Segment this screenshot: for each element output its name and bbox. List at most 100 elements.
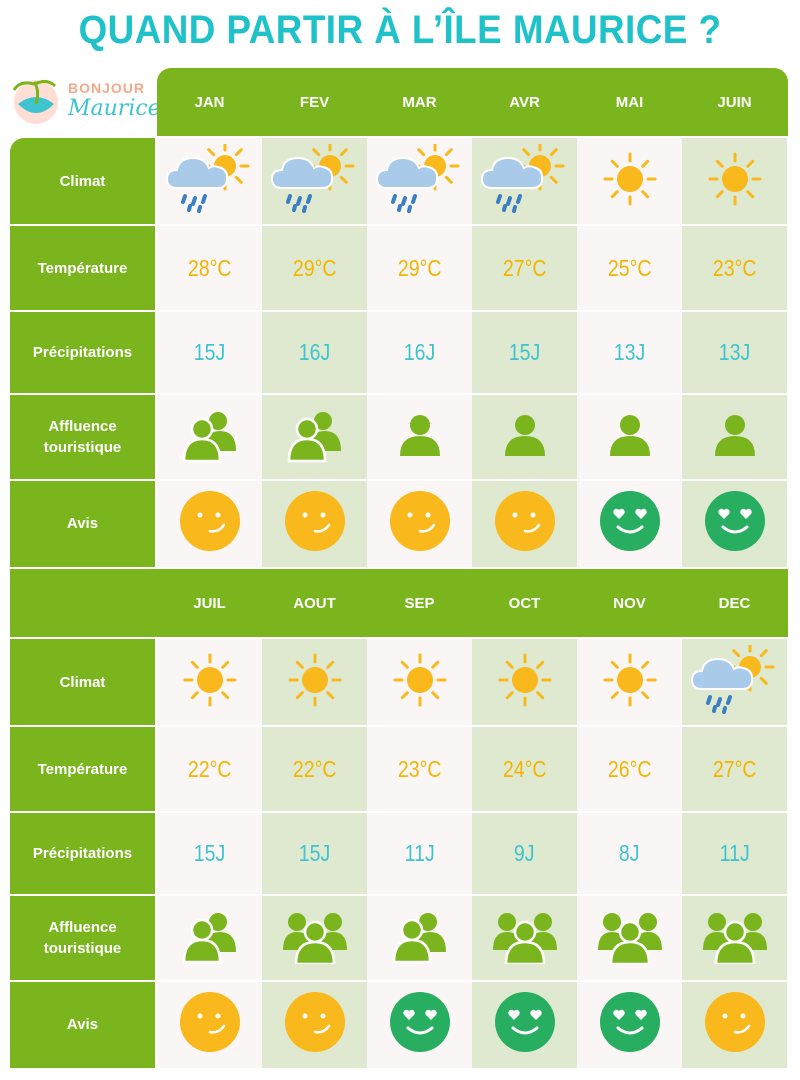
one-person-icon: [710, 410, 760, 465]
cell-avis: [577, 981, 682, 1067]
cell-precipitations: 15J: [157, 812, 262, 895]
row-label-text: Climat: [59, 173, 106, 190]
two-people-icon: [287, 407, 343, 468]
row-label-avis: Avis: [10, 981, 155, 1067]
sun-icon: [595, 645, 665, 720]
month-header-juil: JUIL: [193, 595, 226, 612]
sun-icon: [595, 144, 665, 219]
cell-avis: [472, 480, 577, 566]
month-header-juin: JUIN: [717, 94, 752, 111]
row-divider: [10, 479, 155, 481]
cell-climat: [472, 639, 577, 726]
precipitation-days: 15J: [298, 840, 331, 866]
cell-precipitations: 11J: [682, 812, 787, 895]
cell-temperature: 28°C: [157, 225, 262, 311]
temperature-value: 22°C: [187, 755, 232, 782]
one-person-icon: [605, 410, 655, 465]
month-header-sep: SEP: [404, 595, 435, 612]
row-label-wrap: Affluence touristique: [44, 917, 122, 959]
row-divider: [10, 980, 155, 982]
sun-cloud-rain-icon: [690, 642, 780, 720]
row-label-climat: Climat: [10, 639, 155, 726]
row-label-affluence: Affluence touristique: [10, 895, 155, 981]
row-divider: [157, 479, 788, 481]
sun-cloud-rain-icon: [480, 141, 570, 219]
sun-cloud-rain-icon: [165, 141, 255, 219]
cell-temperature: 24°C: [472, 726, 577, 812]
row-label-text: Température: [37, 259, 128, 277]
sun-icon: [175, 645, 245, 720]
two-people-icon: [182, 908, 238, 969]
row-label-climat: Climat: [10, 138, 155, 225]
sun-icon: [385, 645, 455, 720]
row-divider: [157, 894, 788, 896]
month-header-fev: FEV: [299, 94, 330, 111]
month-header-avr: AVR: [509, 94, 540, 111]
cell-temperature: 27°C: [682, 726, 787, 812]
precipitation-days: 15J: [193, 840, 226, 866]
temperature-value: 27°C: [502, 254, 547, 281]
row-label-avis: Avis: [10, 480, 155, 566]
row-label-affluence: Affluence touristique: [10, 394, 155, 480]
crowd-icon: [702, 908, 767, 969]
precipitation-days: 11J: [404, 840, 435, 866]
row-label-text: Précipitations: [32, 344, 133, 361]
cell-climat: [577, 639, 682, 726]
cell-climat: [367, 138, 472, 225]
smiley-icon: [283, 489, 347, 558]
cell-affluence: [157, 895, 262, 981]
row-label-column: [10, 138, 155, 567]
cell-affluence: [682, 394, 787, 480]
precipitation-days: 13J: [613, 339, 646, 365]
one-person-icon: [500, 410, 550, 465]
cell-avis: [472, 981, 577, 1067]
temperature-value: 23°C: [712, 254, 757, 281]
temperature-value: 27°C: [712, 755, 757, 782]
cell-affluence: [682, 895, 787, 981]
row-label-temperature: Température: [10, 726, 155, 812]
precipitation-days: 15J: [508, 339, 541, 365]
one-person-icon: [395, 410, 445, 465]
cell-affluence: [367, 394, 472, 480]
temperature-value: 28°C: [187, 254, 232, 281]
temperature-value: 29°C: [292, 254, 337, 281]
cell-avis: [682, 981, 787, 1067]
row-divider: [157, 980, 788, 982]
logo-text-maurice: Maurice: [68, 96, 161, 121]
row-divider: [157, 310, 788, 312]
temperature-value: 29°C: [397, 254, 442, 281]
cell-avis: [367, 981, 472, 1067]
cell-climat: [262, 138, 367, 225]
sun-icon: [700, 144, 770, 219]
row-label-wrap: Affluence touristique: [44, 416, 122, 458]
smiley-icon: [703, 990, 767, 1059]
brand-logo: BONJOUR Maurice: [4, 70, 161, 130]
cell-climat: [682, 639, 787, 726]
crowd-icon: [492, 908, 557, 969]
month-header-band: [10, 569, 788, 637]
row-label-text: Affluence: [48, 919, 117, 936]
row-label-text: Climat: [59, 674, 106, 691]
cell-climat: [157, 138, 262, 225]
temperature-value: 25°C: [607, 254, 652, 281]
row-divider: [157, 811, 788, 813]
cell-temperature: 29°C: [262, 225, 367, 311]
cell-climat: [157, 639, 262, 726]
heart-eyes-smiley-icon: [388, 990, 452, 1059]
cell-affluence: [367, 895, 472, 981]
row-label-precipitations: Précipitations: [10, 311, 155, 394]
cell-precipitations: 13J: [577, 311, 682, 394]
cell-temperature: 23°C: [367, 726, 472, 812]
cell-precipitations: 11J: [367, 812, 472, 895]
sun-cloud-rain-icon: [270, 141, 360, 219]
cell-temperature: 26°C: [577, 726, 682, 812]
month-header-nov: NOV: [613, 595, 646, 612]
cell-affluence: [157, 394, 262, 480]
row-divider: [10, 894, 155, 896]
cell-climat: [367, 639, 472, 726]
cell-affluence: [577, 895, 682, 981]
temperature-value: 23°C: [397, 755, 442, 782]
cell-affluence: [262, 394, 367, 480]
heart-eyes-smiley-icon: [598, 990, 662, 1059]
month-header-mai: MAI: [615, 94, 644, 111]
